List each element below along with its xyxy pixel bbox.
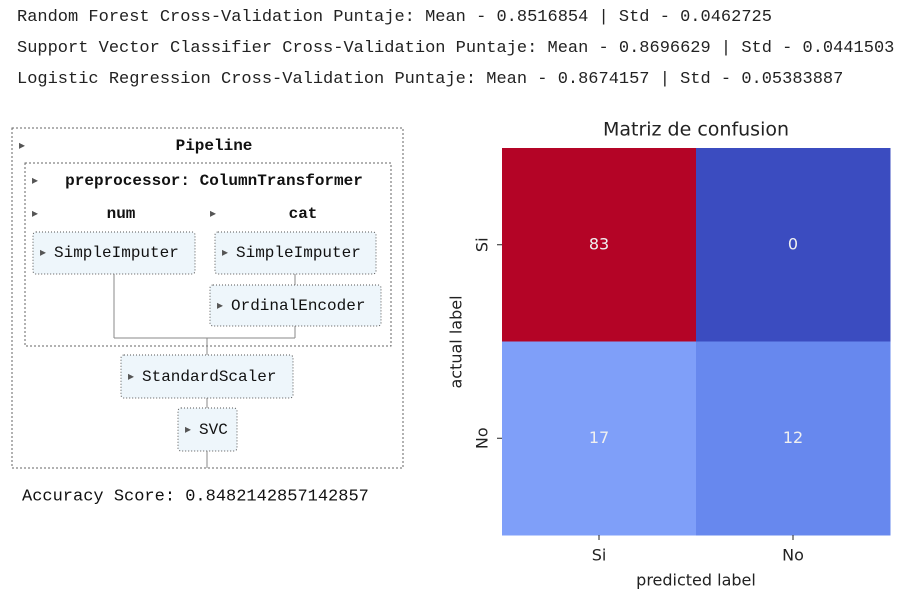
step-box[interactable]: [120, 354, 294, 399]
x-axis-label: predicted label: [636, 571, 756, 590]
expand-arrow[interactable]: ▶: [32, 210, 38, 221]
expand-arrow[interactable]: ▶: [32, 177, 38, 188]
y-tick-label: Si: [473, 237, 492, 252]
output-line: Support Vector Classifier Cross-Validati…: [17, 39, 895, 58]
y-axis-label: actual label: [447, 295, 466, 388]
x-tick-label: Si: [592, 546, 607, 565]
step-label[interactable]: SimpleImputer: [54, 244, 179, 262]
expand-arrow[interactable]: ▶: [185, 426, 191, 437]
cell-label: 0: [788, 234, 798, 253]
output-line: Random Forest Cross-Validation Puntaje: …: [17, 8, 772, 27]
y-tick-label: No: [473, 427, 492, 449]
step-box[interactable]: [32, 231, 196, 275]
expand-arrow[interactable]: ▶: [40, 249, 46, 260]
step-label[interactable]: OrdinalEncoder: [231, 297, 365, 315]
branch-label[interactable]: cat: [289, 205, 318, 223]
step-label[interactable]: SVC: [199, 421, 228, 439]
step-label[interactable]: SimpleImputer: [236, 244, 361, 262]
chart-title: Matriz de confusion: [603, 119, 789, 141]
heatmap: 83 0 17 12 Si No Si No: [473, 148, 891, 565]
expand-arrow[interactable]: ▶: [222, 249, 228, 260]
pipeline-title[interactable]: Pipeline: [176, 137, 253, 155]
preprocessor-box: [24, 162, 392, 347]
preprocessor-label[interactable]: preprocessor: ColumnTransformer: [65, 172, 363, 190]
output-line: Logistic Regression Cross-Validation Pun…: [17, 70, 844, 89]
expand-arrow[interactable]: ▶: [128, 373, 134, 384]
step-box[interactable]: [214, 231, 377, 275]
expand-arrow[interactable]: ▶: [210, 210, 216, 221]
branch-label[interactable]: num: [107, 205, 136, 223]
cell-label: 17: [589, 428, 609, 447]
pipeline-box: [11, 127, 404, 469]
expand-arrow[interactable]: ▶: [19, 142, 25, 153]
pipeline-diagram: ▶ Pipeline ▶ preprocessor: ColumnTransfo…: [11, 127, 404, 469]
step-box[interactable]: [177, 407, 238, 452]
accuracy-score: Accuracy Score: 0.8482142857142857: [22, 487, 369, 506]
cell-label: 12: [783, 428, 803, 447]
heatmap-cell: [502, 148, 697, 342]
cell-label: 83: [589, 234, 609, 253]
step-label[interactable]: StandardScaler: [142, 368, 276, 386]
step-box[interactable]: [209, 284, 382, 327]
x-tick-label: No: [782, 546, 804, 565]
expand-arrow[interactable]: ▶: [217, 302, 223, 313]
heatmap-cell: [696, 148, 891, 342]
heatmap-cell: [502, 341, 697, 536]
heatmap-cell: [696, 341, 891, 536]
